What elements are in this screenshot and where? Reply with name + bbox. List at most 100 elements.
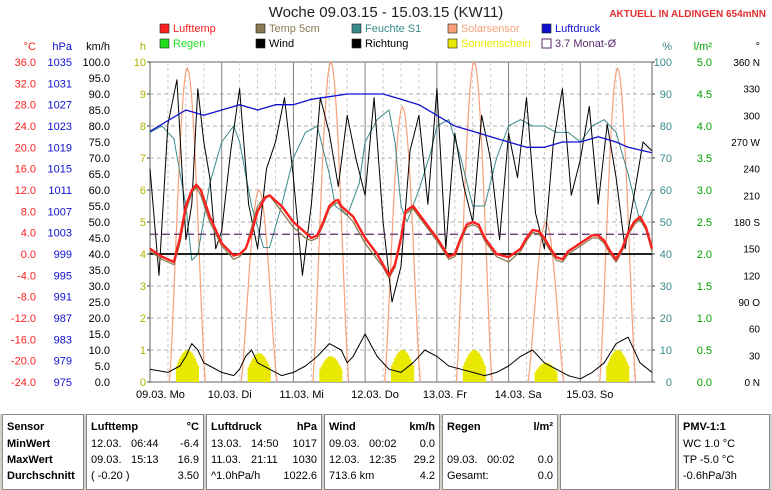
temp-tick-label: 12.0 [15,185,36,197]
rain-tick-label: 0.0 [697,377,712,389]
legend-swatch [447,23,458,34]
sunshine-bar [178,358,182,382]
temp-tick-label: 24.0 [15,121,36,133]
series-feuchte [149,109,653,261]
temp-tick-label: 32.0 [15,78,36,90]
panel-wind-header: Wind [329,421,356,433]
wind-max-value: 29.2 [413,454,435,466]
legend-swatch [351,23,362,34]
lufttemp-min-time: 06:44 [131,438,159,450]
panel-wind-unit: km/h [409,421,435,433]
series-luftdruck [149,93,653,154]
pmv-pressure-trend: -0.6hPa/3h [683,470,737,482]
rain-tick-label: 5.0 [697,57,712,69]
sun-tick-label: 4 [140,249,146,261]
sunshine-bar [189,351,192,382]
sun-tick-label: 9 [140,89,146,101]
regen-max-date: 09.03. [447,454,478,466]
sunshine-bar [625,361,628,382]
direction-unit-label: ° [756,41,760,53]
wind-tick-label: 10.0 [89,345,110,357]
wind-tick-label: 80.0 [89,121,110,133]
luftdruck-min-value: 1017 [292,438,317,450]
sunshine-bar [540,364,543,382]
legend-label-10: 3.7 Monat-Ø [555,38,617,50]
sunshine-bar [613,351,616,382]
sunshine-bar [252,358,255,382]
sunshine-bar [553,369,557,382]
sunshine-bar [546,363,549,382]
temp-tick-label: 16.0 [15,164,36,176]
sunshine-bar [259,353,262,382]
pressure-tick-label: 1007 [48,206,72,218]
legend-label-7: Wind [269,38,294,50]
sunshine-bar [249,363,252,382]
legend-label-6: Regen [173,38,205,50]
sunshine-bar [618,350,621,382]
wind-max-date: 12.03. [329,454,360,466]
sunshine-bar [541,363,545,382]
pmv-dewpoint: TP -5.0 °C [683,454,735,466]
sun-tick-label: 2 [140,313,146,325]
x-tick-label: 10.03. Di [208,389,252,401]
temp-tick-label: -4.0 [17,270,36,282]
legend-label-3: Feuchte S1 [365,23,421,35]
series-lufttemp [149,183,654,277]
wind-tick-label: 100.0 [82,57,110,69]
panel-lufttemp: Lufttemp °C 12.03. 06:44 -6.4 09.03. 15:13 16… [86,414,204,490]
legend-swatch [159,23,170,34]
x-tick-label: 09.03. Mo [136,389,185,401]
legend-swatch [351,38,362,49]
solar-curve-day-2 [240,188,278,383]
sun-tick-label: 10 [134,57,146,69]
rain-tick-label: 2.5 [697,217,712,229]
sunshine-bar [482,361,485,382]
humidity-line [149,109,653,261]
sunshine-bar [547,363,551,382]
sunshine-bar [616,350,619,382]
lufttemp-trend: ( -0.20 ) [91,470,130,482]
luftdruck-min-date: 13.03. [211,438,242,450]
sunshine-bar [332,357,335,382]
regen-max-value: 0.0 [537,454,553,466]
panel-regen: Regen l/m² 09.03. 00:02 0.0 Gesamt: 0.0 [442,414,558,490]
sunshine-bar [552,367,555,382]
sunshine-bar [537,367,540,382]
temp-tick-label: -16.0 [11,334,36,346]
sunshine-bar [464,361,467,382]
sunshine-bar [177,361,180,382]
luftdruck-max-time: 21:11 [251,454,278,466]
pressure-tick-label: 1027 [48,100,72,112]
live-location-label[interactable]: AKTUELL IN ALDINGEN 654mNN [609,9,766,20]
lufttemp-min-date: 12.03. [91,438,122,450]
sunshine-bar [621,353,624,382]
luftdruck-max-value: 1030 [292,454,317,466]
sunshine-bar [622,355,625,382]
wind-unit-label: km/h [86,41,110,53]
legend-label-9: Sonnenschein [461,38,531,50]
legend-swatch [255,38,266,49]
row-avg: Durchschnitt [7,470,75,482]
sunshine-bar [334,359,337,382]
sunshine-bar [407,355,410,382]
lufttemp-avg-value: 3.50 [177,470,199,482]
panel-wind: Wind km/h 09.03. 00:02 0.0 12.03. 12:35 29.2 … [324,414,440,490]
wind-tick-label: 30.0 [89,281,110,293]
sunshine-bar [627,365,630,382]
panel-sensor: Sensor MinWert MaxWert Durchschnitt [2,414,84,490]
temp-tick-label: -12.0 [11,313,36,325]
legend-swatch [541,38,552,49]
legend-label-2: Temp 5cm [269,23,320,35]
sunshine-bar [253,356,256,382]
direction-tick-label: 0 N [744,378,760,389]
humidity-tick-label: 90 [660,89,672,101]
sunshine-bar [247,367,250,382]
wind-tick-label: 20.0 [89,313,110,325]
humidity-tick-label: 20 [660,313,672,325]
sunshine-bar [326,357,329,382]
panel-pmv: PMV-1:1 WC 1.0 °C TP -5.0 °C -0.6hPa/3h [678,414,770,490]
pressure-tick-label: 979 [54,356,72,368]
chart-grid [149,61,653,383]
regen-total-value: 0.0 [537,470,553,482]
legend-swatch [159,38,170,49]
